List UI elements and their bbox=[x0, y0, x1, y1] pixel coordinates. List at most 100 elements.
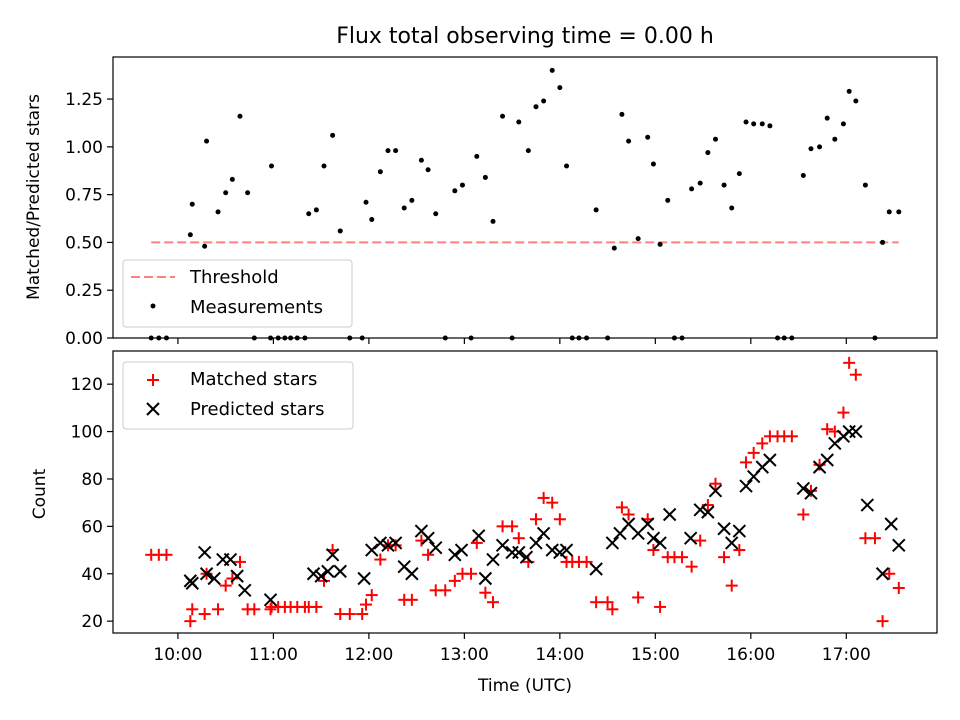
matched-star-marker bbox=[601, 596, 614, 609]
matched-star-marker bbox=[487, 596, 500, 609]
ratio-y-tick-label: 0.00 bbox=[65, 329, 103, 349]
measurement-point bbox=[743, 119, 749, 125]
matched-star-marker bbox=[233, 555, 246, 568]
count-plot-area bbox=[145, 356, 906, 628]
matched-star-marker bbox=[676, 551, 689, 564]
predicted-star-marker bbox=[804, 486, 818, 500]
predicted-star-marker bbox=[828, 436, 842, 451]
matched-star-marker bbox=[248, 603, 261, 616]
measurement-point bbox=[237, 113, 243, 119]
measurement-point bbox=[853, 98, 859, 104]
measurement-point bbox=[306, 211, 312, 217]
measurement-point bbox=[313, 207, 319, 213]
measurements-legend-swatch bbox=[150, 303, 156, 309]
predicted-star-marker bbox=[545, 543, 559, 557]
predicted-star-marker bbox=[739, 479, 753, 493]
predicted-star-marker bbox=[314, 569, 328, 583]
measurement-point bbox=[619, 111, 625, 117]
matched-star-marker bbox=[479, 586, 492, 599]
matched-star-marker bbox=[529, 513, 542, 526]
predicted-star-marker bbox=[381, 538, 395, 553]
matched-star-marker bbox=[389, 539, 402, 552]
predicted-star-marker bbox=[732, 524, 747, 538]
predicted-star-marker bbox=[495, 538, 510, 553]
ratio-y-tick-label: 0.75 bbox=[65, 186, 103, 206]
predicted-star-marker bbox=[701, 505, 715, 519]
measurement-point bbox=[880, 239, 886, 245]
matched-star-marker bbox=[747, 446, 760, 459]
matched-star-marker bbox=[448, 574, 461, 587]
count-x-tick-label: 17:00 bbox=[822, 645, 871, 665]
count-panel: Count Time (UTC) 20 40 60 80 100 120 10:00 11:… bbox=[30, 350, 938, 696]
predicted-star-marker bbox=[388, 536, 403, 550]
count-plot-frame bbox=[112, 350, 938, 634]
matched-star-marker bbox=[405, 593, 418, 606]
measurement-point bbox=[729, 205, 735, 211]
ratio-y-axis-label: Matched/Predicted stars bbox=[24, 94, 44, 300]
predicted-star-marker bbox=[454, 543, 469, 557]
measurement-point bbox=[533, 104, 539, 110]
count-y-tick-label: 60 bbox=[81, 517, 103, 537]
predicted-star-marker bbox=[662, 507, 677, 522]
predicted-star-marker bbox=[519, 550, 534, 564]
count-x-tick-label: 15:00 bbox=[631, 645, 680, 665]
count-y-tick-label: 20 bbox=[81, 612, 103, 632]
matched-star-marker bbox=[876, 615, 889, 628]
measurement-point bbox=[452, 188, 458, 194]
measurement-point bbox=[817, 144, 823, 150]
matched-star-marker bbox=[892, 581, 905, 594]
predicted-star-marker bbox=[306, 567, 321, 581]
count-x-axis-label: Time (UTC) bbox=[477, 676, 572, 696]
count-y-tick-label: 40 bbox=[81, 565, 103, 585]
measurement-point bbox=[337, 228, 343, 234]
measurement-point bbox=[846, 88, 852, 94]
predicted-star-marker bbox=[725, 536, 739, 550]
measurement-point bbox=[500, 113, 506, 119]
predicted-star-marker bbox=[333, 564, 347, 579]
measurement-point bbox=[705, 150, 711, 156]
measurement-point bbox=[425, 167, 431, 173]
predicted-star-marker bbox=[421, 531, 435, 545]
ratio-y-tick-label: 1.25 bbox=[65, 90, 103, 110]
matched-star-marker bbox=[694, 534, 707, 547]
matched-star-marker bbox=[356, 608, 369, 621]
predicted-stars-legend-swatch bbox=[146, 402, 160, 416]
ratio-y-tick-label: 1.00 bbox=[65, 138, 103, 158]
matched-stars-legend-label: Matched stars bbox=[190, 369, 317, 390]
measurement-point bbox=[840, 121, 846, 127]
measurement-point bbox=[593, 207, 599, 213]
count-x-tick-label: 12:00 bbox=[344, 645, 393, 665]
matched-star-marker bbox=[212, 603, 225, 616]
predicted-star-marker bbox=[796, 481, 811, 496]
measurement-point bbox=[202, 243, 208, 249]
measurement-point bbox=[832, 136, 838, 142]
matched-star-marker bbox=[365, 589, 378, 602]
ratio-y-axis-ticks: 0.00 0.25 0.50 0.75 1.00 1.25 bbox=[65, 90, 113, 349]
measurement-point bbox=[557, 85, 563, 91]
measurement-point bbox=[712, 136, 718, 142]
matched-star-marker bbox=[709, 477, 722, 490]
matched-star-marker bbox=[740, 456, 753, 469]
count-legend-box bbox=[122, 361, 354, 430]
matched-star-marker bbox=[553, 513, 566, 526]
predicted-star-marker bbox=[693, 503, 707, 517]
count-x-tick-label: 13:00 bbox=[440, 645, 489, 665]
measurement-point bbox=[330, 132, 336, 138]
matched-star-marker bbox=[537, 491, 550, 504]
predicted-star-marker bbox=[321, 564, 335, 579]
matched-star-marker bbox=[226, 572, 239, 585]
predicted-star-marker bbox=[230, 569, 244, 583]
matched-star-marker bbox=[219, 579, 232, 592]
measurements-legend-label: Measurements bbox=[190, 297, 323, 318]
measurement-point bbox=[229, 176, 235, 182]
ratio-y-tick-label: 0.25 bbox=[65, 281, 103, 301]
predicted-star-marker bbox=[199, 567, 214, 581]
matched-star-marker bbox=[843, 356, 856, 369]
predicted-star-marker bbox=[471, 529, 486, 543]
predicted-star-marker bbox=[357, 571, 371, 586]
ratio-plot-area bbox=[148, 67, 902, 341]
predicted-star-marker bbox=[640, 517, 655, 531]
predicted-star-marker bbox=[536, 526, 551, 541]
measurement-point bbox=[321, 163, 327, 169]
